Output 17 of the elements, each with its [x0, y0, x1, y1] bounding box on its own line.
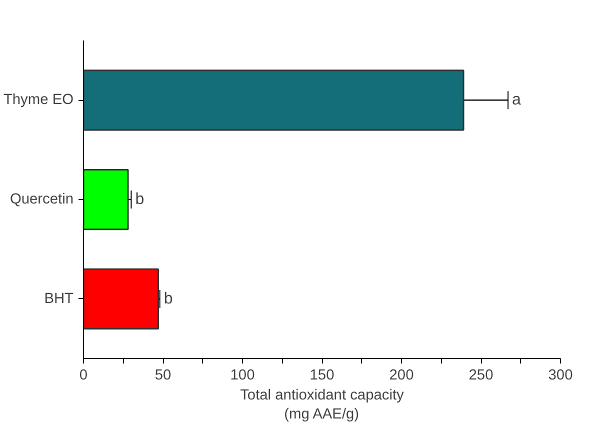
- annotation: b: [164, 290, 173, 308]
- bar: [84, 70, 464, 131]
- x-tick-label: 50: [154, 368, 172, 384]
- annotation: a: [512, 92, 522, 109]
- x-tick-label: 150: [310, 368, 334, 384]
- x-axis-title: Total antioxidant capacity (mg AAE/g): [240, 388, 405, 423]
- x-tick-label: 250: [468, 368, 494, 384]
- x-tick-label: 0: [79, 368, 88, 384]
- x-tick-label: 200: [389, 368, 414, 384]
- x-tick-label: 100: [230, 368, 255, 384]
- y-tick-label: Thyme EO: [3, 92, 74, 108]
- y-tick-label: BHT: [44, 290, 74, 307]
- bar: [84, 268, 159, 330]
- bar: [84, 168, 129, 230]
- x-tick-label: 300: [548, 368, 573, 384]
- annotation: b: [135, 191, 144, 208]
- y-tick-label: Quercetin: [10, 192, 74, 208]
